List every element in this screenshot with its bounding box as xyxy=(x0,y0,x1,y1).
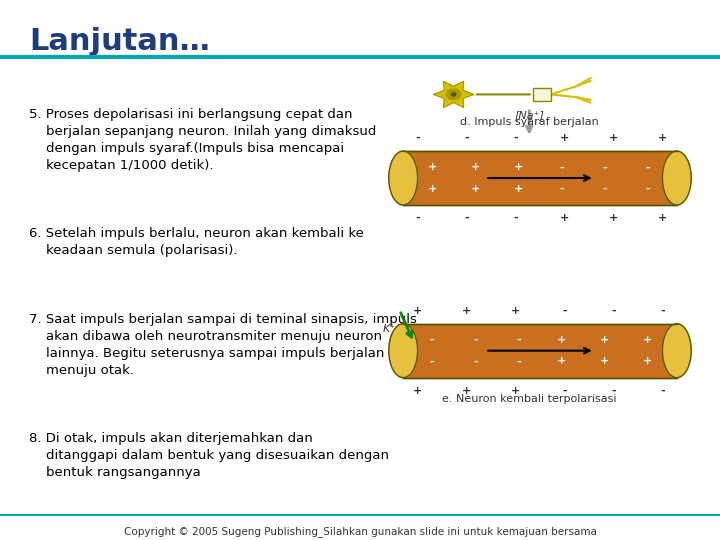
Text: +: + xyxy=(560,133,569,143)
Text: -: - xyxy=(430,356,434,367)
Text: +: + xyxy=(557,356,566,367)
Text: -: - xyxy=(464,213,469,223)
Text: +: + xyxy=(511,386,520,396)
Text: +: + xyxy=(462,306,471,315)
Text: -: - xyxy=(646,184,650,194)
Text: +: + xyxy=(471,162,480,172)
Text: +: + xyxy=(462,386,471,396)
Text: -: - xyxy=(513,213,518,223)
Text: +: + xyxy=(609,213,618,223)
Text: +: + xyxy=(471,184,480,194)
Text: -: - xyxy=(562,306,567,315)
Text: -: - xyxy=(562,386,567,396)
Text: -: - xyxy=(473,335,477,345)
Text: +: + xyxy=(514,184,523,194)
Ellipse shape xyxy=(389,151,418,205)
Text: -: - xyxy=(559,162,564,172)
Text: Copyright © 2005 Sugeng Publishing_Silahkan gunakan slide ini untuk kemajuan ber: Copyright © 2005 Sugeng Publishing_Silah… xyxy=(124,526,596,537)
Text: +: + xyxy=(514,162,523,172)
Text: -: - xyxy=(559,184,564,194)
FancyBboxPatch shape xyxy=(403,323,677,377)
Text: +: + xyxy=(658,213,667,223)
Text: 6. Setelah impuls berlalu, neuron akan kembali ke
    keadaan semula (polarisasi: 6. Setelah impuls berlalu, neuron akan k… xyxy=(29,227,364,256)
Text: +: + xyxy=(600,356,609,367)
Text: +: + xyxy=(658,133,667,143)
Text: Lanjutan…: Lanjutan… xyxy=(29,27,210,56)
Text: 8. Di otak, impuls akan diterjemahkan dan
    ditanggapi dalam bentuk yang dises: 8. Di otak, impuls akan diterjemahkan da… xyxy=(29,431,389,478)
Text: -: - xyxy=(464,133,469,143)
Text: +: + xyxy=(557,335,566,345)
Text: -: - xyxy=(516,356,521,367)
Text: -: - xyxy=(660,306,665,315)
FancyBboxPatch shape xyxy=(403,151,677,205)
Text: +: + xyxy=(413,386,422,396)
Text: -: - xyxy=(646,162,650,172)
Text: +: + xyxy=(644,356,652,367)
Text: -: - xyxy=(611,306,616,315)
Circle shape xyxy=(446,89,461,100)
Text: -: - xyxy=(516,335,521,345)
Text: -: - xyxy=(430,335,434,345)
Text: -: - xyxy=(660,386,665,396)
Text: +: + xyxy=(600,335,609,345)
FancyBboxPatch shape xyxy=(533,88,551,102)
Ellipse shape xyxy=(389,323,418,377)
Text: 5. Proses depolarisasi ini berlangsung cepat dan
    berjalan sepanjang neuron. : 5. Proses depolarisasi ini berlangsung c… xyxy=(29,108,376,172)
Text: +: + xyxy=(428,184,436,194)
Circle shape xyxy=(451,93,456,96)
Text: -: - xyxy=(603,184,607,194)
Text: +: + xyxy=(644,335,652,345)
Text: -: - xyxy=(513,133,518,143)
Text: -: - xyxy=(415,133,420,143)
Text: 7. Saat impuls berjalan sampai di teminal sinapsis, impuls
    akan dibawa oleh : 7. Saat impuls berjalan sampai di temina… xyxy=(29,313,417,377)
Text: -: - xyxy=(611,386,616,396)
Text: +: + xyxy=(428,162,436,172)
Text: d. Impuls syaraf berjalan: d. Impuls syaraf berjalan xyxy=(460,117,598,127)
Text: e. Neuron kembali terpolarisasi: e. Neuron kembali terpolarisasi xyxy=(442,394,616,404)
Text: +: + xyxy=(560,213,569,223)
Text: [Na⁺]: [Na⁺] xyxy=(514,110,544,120)
Text: -: - xyxy=(473,356,477,367)
Text: -: - xyxy=(415,213,420,223)
Text: +: + xyxy=(413,306,422,315)
Text: -: - xyxy=(603,162,607,172)
Text: K⁺: K⁺ xyxy=(383,324,396,334)
Polygon shape xyxy=(433,82,474,107)
Ellipse shape xyxy=(662,323,691,377)
Ellipse shape xyxy=(662,151,691,205)
Text: +: + xyxy=(511,306,520,315)
Text: +: + xyxy=(609,133,618,143)
